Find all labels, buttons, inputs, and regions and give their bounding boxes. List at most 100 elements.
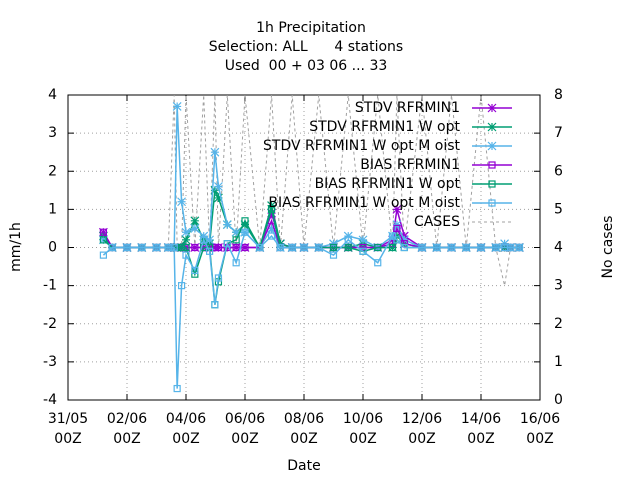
data-point — [500, 239, 510, 249]
legend-marker — [488, 180, 496, 188]
data-point — [267, 205, 276, 213]
data-point — [241, 243, 249, 252]
data-point — [267, 224, 276, 233]
data-point — [343, 231, 353, 241]
data-point — [329, 251, 338, 259]
chart-title: 1h Precipitation — [256, 20, 366, 36]
legend-label: BIAS RFRMIN1 — [360, 157, 460, 173]
y-tick-label: 4 — [48, 87, 57, 103]
chart-subtitle: Selection: ALL 4 stations — [209, 39, 403, 55]
data-point — [231, 227, 241, 237]
y2-axis-label: No cases — [600, 216, 616, 279]
x-tick-label: 31/05 00Z — [48, 411, 88, 447]
data-point — [123, 243, 131, 252]
x-axis-label: Date — [287, 458, 320, 474]
data-point — [393, 224, 401, 233]
x-tick-label: 12/06 00Z — [402, 411, 442, 447]
data-point — [177, 282, 186, 290]
data-point — [214, 182, 223, 191]
data-point — [191, 243, 199, 252]
x-tick-label: 16/06 00Z — [520, 411, 560, 447]
data-point — [329, 243, 338, 252]
y-tick-label: 2 — [48, 163, 57, 179]
legend-marker — [488, 161, 496, 169]
data-point — [190, 224, 200, 233]
y2-tick-label: 6 — [554, 163, 563, 179]
data-point — [447, 243, 456, 252]
legend-label: STDV RFRMIN1 — [355, 100, 460, 116]
y-tick-label: -2 — [43, 316, 57, 332]
data-point — [358, 235, 368, 245]
y-tick-label: -3 — [43, 354, 57, 370]
data-point — [267, 232, 276, 240]
data-point — [241, 217, 249, 225]
data-point — [200, 236, 208, 244]
data-point — [210, 147, 220, 157]
data-point — [400, 243, 408, 252]
data-point — [388, 243, 397, 252]
legend-marker — [488, 199, 496, 207]
data-point — [99, 228, 108, 236]
data-point — [177, 243, 186, 252]
data-point — [181, 227, 191, 237]
legend-marker — [487, 122, 497, 132]
data-point — [177, 197, 186, 207]
legend-label: BIAS RFRMIN1 W opt — [315, 176, 461, 192]
x-tick-label: 06/06 00Z — [225, 411, 265, 447]
data-point — [359, 247, 367, 255]
y2-tick-label: 3 — [554, 278, 563, 294]
data-point — [241, 228, 249, 236]
data-point — [392, 231, 402, 241]
data-point — [388, 232, 397, 240]
y-tick-label: 1 — [48, 201, 57, 217]
data-point — [344, 236, 352, 244]
data-point — [392, 220, 402, 230]
y2-tick-label: 8 — [554, 87, 563, 103]
data-point — [344, 243, 352, 252]
data-point — [172, 102, 182, 111]
data-point — [329, 239, 338, 249]
data-point — [399, 235, 409, 245]
data-point — [182, 251, 190, 259]
data-point — [374, 243, 382, 252]
data-point — [223, 240, 231, 248]
data-point — [315, 243, 323, 252]
data-point — [515, 243, 523, 252]
data-point — [276, 243, 284, 252]
data-point — [190, 216, 200, 226]
x-tick-label: 02/06 00Z — [107, 411, 147, 447]
data-point — [232, 259, 240, 267]
data-point — [240, 220, 250, 230]
data-point — [374, 259, 382, 267]
data-point — [181, 235, 191, 245]
data-point — [211, 301, 219, 309]
legend-marker — [487, 103, 497, 113]
y2-tick-label: 2 — [554, 316, 563, 332]
data-point — [99, 236, 108, 244]
data-point — [418, 243, 426, 252]
legend-marker — [487, 141, 497, 151]
data-point — [222, 220, 232, 230]
data-point — [214, 193, 223, 203]
data-point — [433, 243, 441, 252]
data-point — [232, 236, 240, 244]
data-point — [256, 243, 264, 252]
data-point — [214, 243, 223, 252]
data-point — [152, 243, 161, 252]
x-tick-label: 10/06 00Z — [343, 411, 383, 447]
data-point — [205, 235, 215, 245]
data-point — [199, 231, 209, 241]
y-tick-label: 0 — [48, 240, 57, 256]
data-point — [267, 208, 276, 218]
data-point — [288, 243, 296, 252]
data-point — [506, 243, 515, 252]
data-point — [492, 243, 500, 252]
x-tick-label: 04/06 00Z — [166, 411, 206, 447]
data-point — [300, 243, 308, 252]
x-tick-label: 08/06 00Z — [284, 411, 324, 447]
data-point — [182, 243, 190, 252]
y-tick-label: -1 — [43, 278, 57, 294]
data-point — [462, 243, 470, 252]
plot-frame — [67, 94, 541, 401]
